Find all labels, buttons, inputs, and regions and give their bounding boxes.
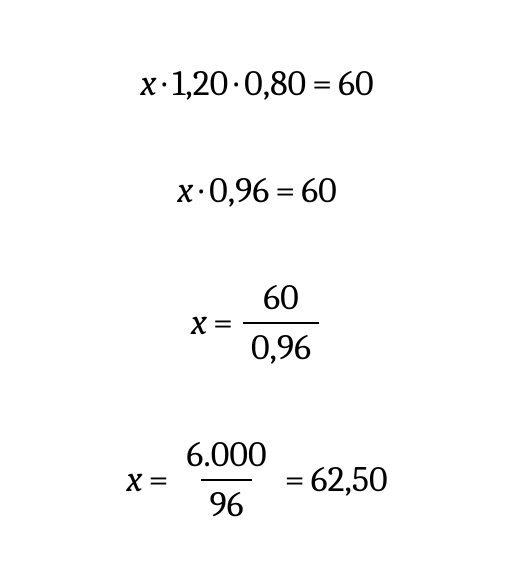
- fraction: 60 0,96: [243, 280, 319, 366]
- mult-dot: ·: [199, 173, 203, 209]
- equals-sign: =: [285, 462, 305, 498]
- variable-x: x: [191, 305, 207, 341]
- number: 60: [301, 173, 337, 209]
- mult-dot: ·: [162, 66, 166, 102]
- variable-x: x: [177, 173, 193, 209]
- number: 62,50: [311, 462, 388, 498]
- fraction-numerator: 6.000: [178, 437, 274, 479]
- fraction: 6.000 96: [178, 437, 274, 523]
- number: 60: [338, 66, 374, 102]
- equation-line-2: x · 0,96 = 60: [177, 173, 337, 209]
- equation-line-4: x = 6.000 96 = 62,50: [126, 437, 387, 523]
- variable-x: x: [126, 462, 142, 498]
- fraction-denominator: 96: [201, 479, 251, 523]
- fraction-denominator: 0,96: [243, 322, 319, 366]
- number: 0,80: [244, 66, 306, 102]
- equation-line-1: x · 1,20 · 0,80 = 60: [140, 66, 373, 102]
- number: 0,96: [209, 173, 269, 209]
- equals-sign: =: [275, 173, 295, 209]
- mult-dot: ·: [234, 66, 238, 102]
- equation-line-3: x = 60 0,96: [191, 280, 323, 366]
- fraction-numerator: 60: [255, 280, 307, 322]
- variable-x: x: [140, 66, 156, 102]
- equals-sign: =: [312, 66, 332, 102]
- number: 1,20: [172, 66, 228, 102]
- equals-sign: =: [148, 462, 168, 498]
- equals-sign: =: [213, 305, 233, 341]
